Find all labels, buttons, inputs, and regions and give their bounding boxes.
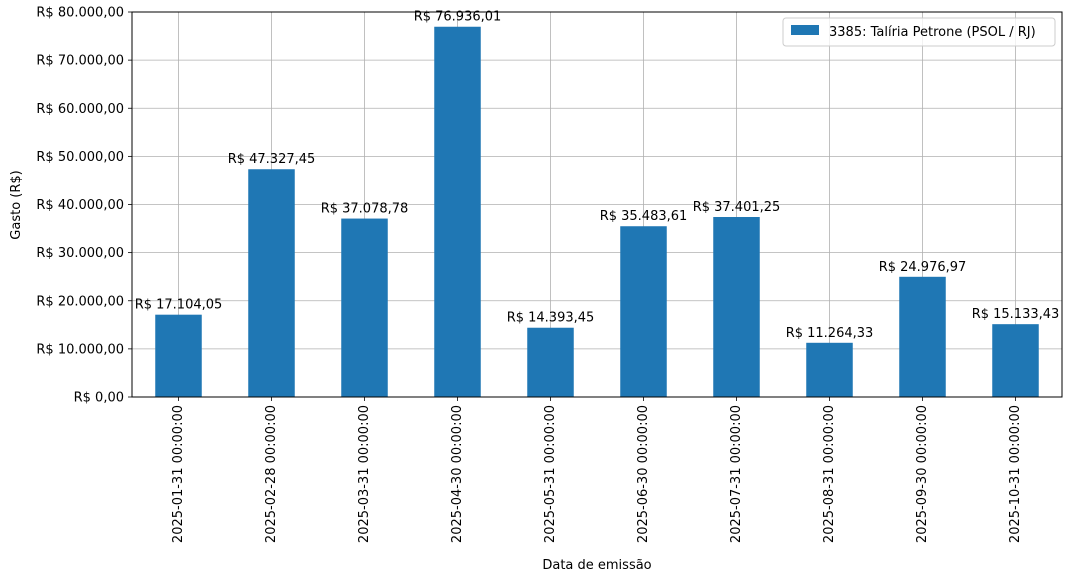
x-tick-label: 2025-04-30 00:00:00	[450, 405, 465, 543]
legend-label: 3385: Talíria Petrone (PSOL / RJ)	[829, 25, 1036, 40]
x-tick-label: 2025-06-30 00:00:00	[636, 405, 651, 543]
y-tick-label: R$ 70.000,00	[36, 54, 124, 69]
bar	[713, 217, 760, 397]
y-tick-label: R$ 40.000,00	[36, 198, 124, 213]
bar-value-label: R$ 47.327,45	[228, 152, 316, 167]
y-axis-label: Gasto (R$)	[9, 170, 24, 239]
legend-frame	[782, 17, 1056, 47]
bar	[620, 226, 667, 397]
bar	[341, 218, 388, 397]
x-tick-label: 2025-09-30 00:00:00	[915, 405, 930, 543]
bar-value-label: R$ 14.393,45	[507, 311, 595, 326]
y-tick-label: R$ 0,00	[74, 391, 124, 406]
x-tick-label: 2025-08-31 00:00:00	[822, 405, 837, 543]
x-tick-label: 2025-03-31 00:00:00	[357, 405, 372, 543]
bar-value-label: R$ 76.936,01	[414, 10, 502, 25]
bar-value-label: R$ 24.976,97	[879, 260, 967, 275]
bar	[527, 327, 574, 397]
bar	[434, 26, 481, 397]
bar-value-labels: R$ 17.104,05 R$ 47.327,45 R$ 37.078,78 R$ 7…	[135, 10, 1060, 341]
bar	[806, 342, 853, 397]
y-tick-label: R$ 30.000,00	[36, 246, 124, 261]
x-tick-label: 2025-01-31 00:00:00	[171, 405, 186, 543]
bar	[992, 324, 1039, 397]
y-axis-ticks: R$ 0,00 R$ 10.000,00 R$ 20.000,00 R$ 30.000…	[36, 6, 132, 406]
legend: 3385: Talíria Petrone (PSOL / RJ)	[782, 17, 1056, 47]
x-axis-label: Data de emissão	[542, 558, 651, 573]
y-tick-label: R$ 20.000,00	[36, 294, 124, 309]
bar-value-label: R$ 35.483,61	[600, 209, 688, 224]
bar-value-label: R$ 15.133,43	[972, 307, 1060, 322]
x-tick-label: 2025-02-28 00:00:00	[264, 405, 279, 543]
y-tick-label: R$ 60.000,00	[36, 102, 124, 117]
y-tick-label: R$ 50.000,00	[36, 150, 124, 165]
x-tick-label: 2025-10-31 00:00:00	[1008, 405, 1023, 543]
legend-swatch	[791, 25, 819, 35]
bar	[248, 169, 295, 397]
bars	[155, 26, 1039, 397]
y-tick-label: R$ 10.000,00	[36, 342, 124, 357]
x-tick-label: 2025-05-31 00:00:00	[543, 405, 558, 543]
bar-value-label: R$ 17.104,05	[135, 298, 223, 313]
bar	[899, 276, 946, 397]
x-axis-ticks: 2025-01-31 00:00:00 2025-02-28 00:00:00 20…	[171, 397, 1023, 543]
bar-value-label: R$ 37.078,78	[321, 202, 409, 217]
bar-value-label: R$ 11.264,33	[786, 326, 874, 341]
x-tick-label: 2025-07-31 00:00:00	[729, 405, 744, 543]
bar-value-label: R$ 37.401,25	[693, 200, 781, 215]
y-tick-label: R$ 80.000,00	[36, 6, 124, 21]
bar	[155, 314, 202, 397]
